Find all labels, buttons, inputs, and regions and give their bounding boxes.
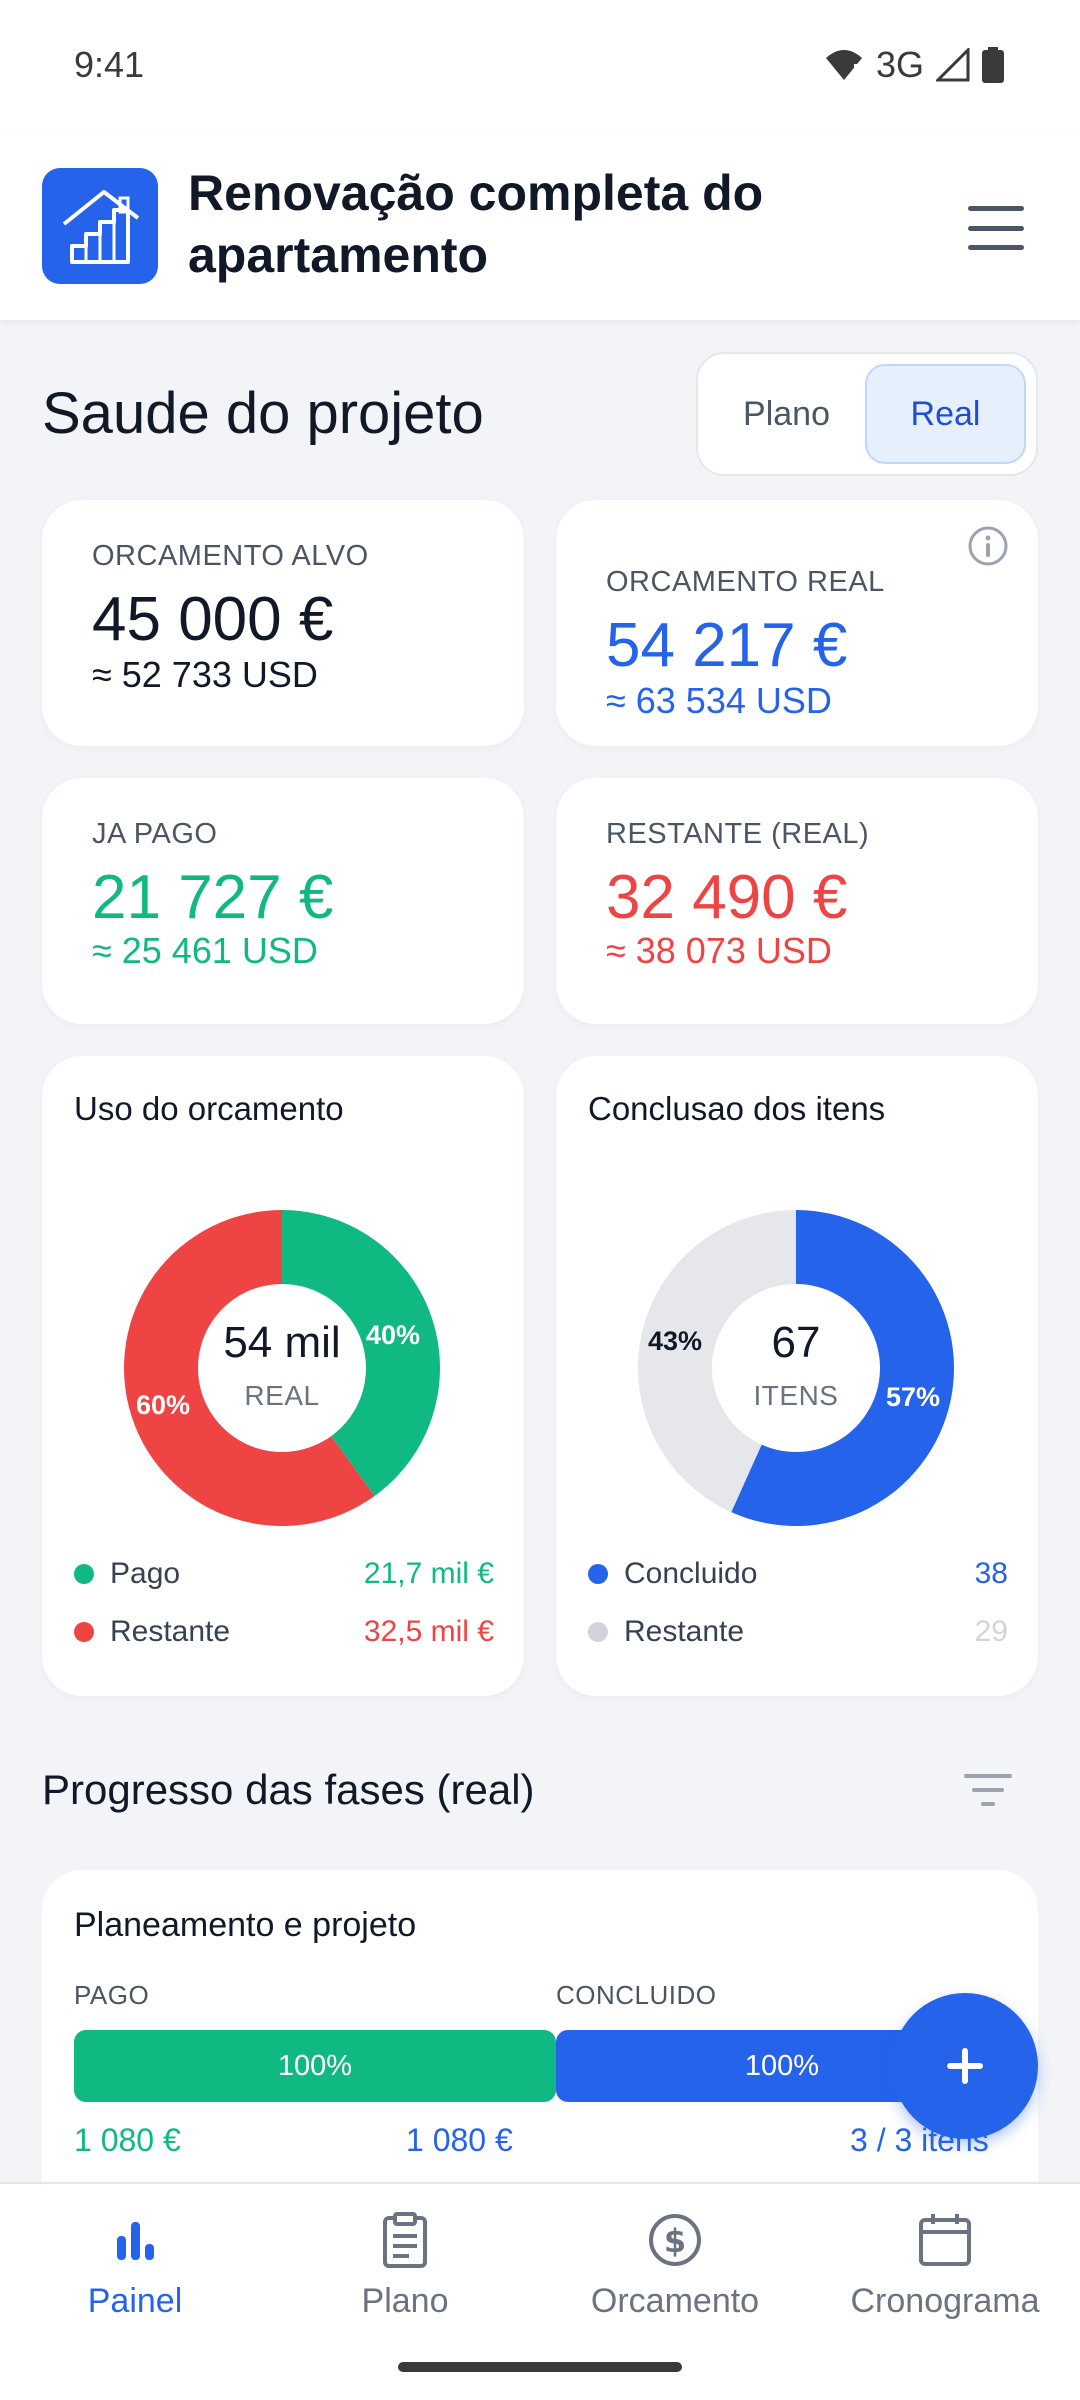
donut-slice-concluido [731, 1210, 954, 1526]
legend-dot [588, 1622, 608, 1642]
wifi-icon [825, 50, 862, 80]
kpi-value: 54 217 € [606, 611, 848, 680]
nav-item-painel[interactable]: Painel [0, 2210, 270, 2350]
legend-value: 29 [974, 1615, 1008, 1648]
status-icons: 3G [824, 44, 1004, 86]
kpi-value: 32 490 € [606, 863, 848, 932]
pct-label-remaining: 60% [136, 1390, 191, 1420]
signal-icon [936, 48, 970, 82]
plan-real-toggle: Plano Real [696, 352, 1038, 476]
kpi-usd: ≈ 52 733 USD [92, 654, 318, 695]
kpi-label: ORCAMENTO REAL [606, 566, 885, 598]
app-title: Renovação completa do apartamento [188, 165, 764, 283]
svg-text:$: $ [664, 2222, 686, 2260]
legend-value: 38 [974, 1557, 1008, 1590]
pct-label-remaining: 43% [648, 1326, 703, 1356]
card-title: Uso do orcamento [74, 1090, 344, 1127]
items-donut-chart [638, 1210, 954, 1526]
donut-center-label: ITENS [753, 1380, 839, 1411]
legend-value: 21,7 mil € [363, 1557, 494, 1590]
legend-item: Restante 29 [588, 1612, 1008, 1652]
items-completion-card: Conclusao dos itens 67 ITENS 57% 43% Con… [556, 1056, 1038, 1696]
filter-icon[interactable] [962, 1770, 1014, 1810]
bar-chart-icon [117, 2222, 154, 2260]
done-label: CONCLUIDO [556, 1980, 717, 2010]
kpi-usd: ≈ 38 073 USD [606, 930, 832, 971]
legend-dot [74, 1622, 94, 1642]
donut-center-value: 67 [771, 1318, 821, 1367]
legend-name: Restante [624, 1615, 745, 1648]
donut-center-value: 54 mil [223, 1318, 341, 1367]
kpi-usd: ≈ 63 534 USD [606, 680, 832, 721]
legend-name: Restante [110, 1615, 231, 1648]
status-bar: 9:41 3G [0, 0, 1080, 130]
phase-name: Planeamento e projeto [74, 1906, 417, 1944]
kpi-target-card: ORCAMENTO ALVO 45 000 € ≈ 52 733 USD [42, 500, 524, 746]
house-stairs-icon [62, 190, 140, 264]
kpi-label: JA PAGO [92, 818, 218, 850]
budget-donut-chart [124, 1210, 441, 1526]
toggle-real[interactable]: Real [865, 364, 1026, 464]
donut-slice-restante [124, 1210, 375, 1526]
add-fab-button[interactable] [892, 1993, 1038, 2139]
done-progress-text: 100% [744, 2049, 820, 2082]
nav-label: Painel [87, 2282, 183, 2320]
nav-item-cronograma[interactable]: Cronograma [810, 2210, 1080, 2350]
donut-slice-pago [282, 1210, 441, 1497]
dollar-circle-icon: $ [649, 2214, 701, 2266]
legend-name: Concluido [624, 1557, 758, 1590]
paid-progress-fill [74, 2030, 556, 2102]
budget-usage-card: Uso do orcamento 54 mil REAL 40% 60% Pag… [42, 1056, 524, 1696]
nav-label: Orcamento [590, 2282, 760, 2320]
app-logo [42, 168, 158, 284]
info-icon[interactable] [966, 524, 1010, 568]
donut-slice-restante [638, 1210, 796, 1513]
kpi-usd: ≈ 25 461 USD [92, 930, 318, 971]
section-title: Saude do projeto [42, 381, 484, 446]
network-type: 3G [875, 44, 924, 85]
calendar-icon [919, 2214, 971, 2266]
battery-icon [982, 47, 1004, 83]
home-indicator [398, 2362, 682, 2372]
card-title: Conclusao dos itens [588, 1090, 886, 1127]
nav-item-plano[interactable]: Plano [270, 2210, 540, 2350]
paid-amount: 1 080 € [74, 2122, 181, 2158]
kpi-label: RESTANTE (REAL) [606, 818, 870, 850]
app-bar: Renovação completa do apartamento [0, 130, 1080, 320]
legend-item: Concluido 38 [588, 1554, 1008, 1594]
legend-dot [74, 1564, 94, 1584]
legend-item: Pago 21,7 mil € [74, 1554, 494, 1594]
kpi-paid-card: JA PAGO 21 727 € ≈ 25 461 USD [42, 778, 524, 1024]
legend-value: 32,5 mil € [363, 1615, 494, 1648]
kpi-label: ORCAMENTO ALVO [92, 540, 369, 572]
nav-label: Plano [361, 2282, 449, 2320]
legend-dot [588, 1564, 608, 1584]
status-time: 9:41 [74, 44, 145, 85]
nav-label: Cronograma [850, 2282, 1040, 2320]
menu-button[interactable] [968, 206, 1024, 250]
budget-donut: 54 mil REAL 40% 60% [122, 1208, 442, 1528]
paid-progress-text: 100% [277, 2049, 353, 2082]
items-donut: 67 ITENS 57% 43% [636, 1208, 956, 1528]
paid-progress-bar: 100% [74, 2030, 556, 2102]
legend-item: Restante 32,5 mil € [74, 1612, 494, 1652]
plus-icon [947, 2048, 983, 2084]
phase-progress-title: Progresso das fases (real) [42, 1766, 535, 1813]
pct-label-done: 57% [886, 1382, 941, 1412]
kpi-real-card: ORCAMENTO REAL 54 217 € ≈ 63 534 USD [556, 500, 1038, 746]
paid-total: 1 080 € [406, 2122, 513, 2158]
paid-label: PAGO [74, 1980, 150, 2010]
menu-icon [968, 206, 1024, 211]
kpi-value: 21 727 € [92, 863, 334, 932]
legend-name: Pago [110, 1557, 181, 1590]
kpi-remaining-card: RESTANTE (REAL) 32 490 € ≈ 38 073 USD [556, 778, 1038, 1024]
kpi-value: 45 000 € [92, 585, 334, 654]
nav-item-orcamento[interactable]: $ Orcamento [540, 2210, 810, 2350]
pct-label-paid: 40% [366, 1320, 421, 1350]
clipboard-icon [383, 2212, 427, 2268]
toggle-plan[interactable]: Plano [743, 394, 830, 433]
phase-card[interactable]: Planeamento e projeto PAGO CONCLUIDO 100… [42, 1870, 1038, 2200]
donut-center-label: REAL [244, 1380, 320, 1411]
